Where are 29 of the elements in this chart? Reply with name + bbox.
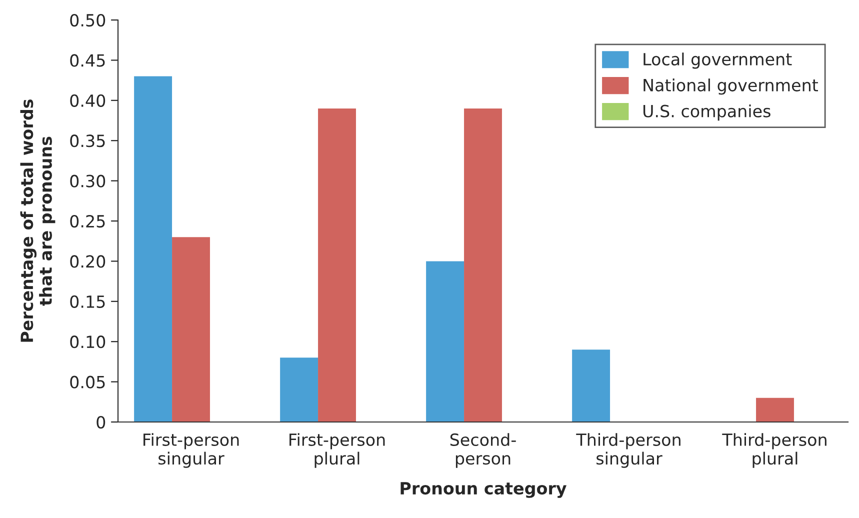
bar: [572, 350, 610, 422]
legend-label: Local government: [644, 52, 792, 69]
y-tick-label: 0.35: [70, 134, 105, 148]
x-tick-label: First-person singular: [144, 433, 239, 468]
legend-label: National government: [644, 78, 818, 95]
bar: [756, 398, 794, 422]
x-tick-label: Third-person plural: [722, 433, 826, 468]
y-tick-label: 0.45: [70, 54, 105, 67]
bar: [134, 76, 172, 422]
bar: [464, 108, 502, 422]
y-tick-label: 0.30: [70, 174, 106, 188]
bar: [280, 358, 318, 422]
bar: [426, 261, 464, 422]
y-tick-label: 0.05: [70, 376, 105, 388]
legend-label: U.S. companies: [643, 104, 770, 121]
bar: [172, 237, 210, 422]
y-tick-label: 0.25: [70, 214, 105, 228]
y-tick-label: 0.50: [70, 14, 106, 27]
y-tick-label: 0.10: [70, 336, 106, 348]
y-tick-label: 0.20: [70, 255, 106, 268]
x-tick-label: Third-person singular: [576, 433, 680, 468]
y-tick-label: 0.15: [70, 295, 105, 308]
x-tick-label: First-person plural: [290, 433, 385, 468]
y-axis-title: Percentage of total words that are pronouns: [20, 99, 56, 342]
y-tick-label: 0: [96, 416, 106, 429]
bar: [318, 108, 356, 422]
y-tick-label: 0.40: [70, 94, 106, 107]
x-axis-title: Pronoun category: [400, 482, 566, 498]
x-tick-label: Second- person: [450, 433, 516, 468]
